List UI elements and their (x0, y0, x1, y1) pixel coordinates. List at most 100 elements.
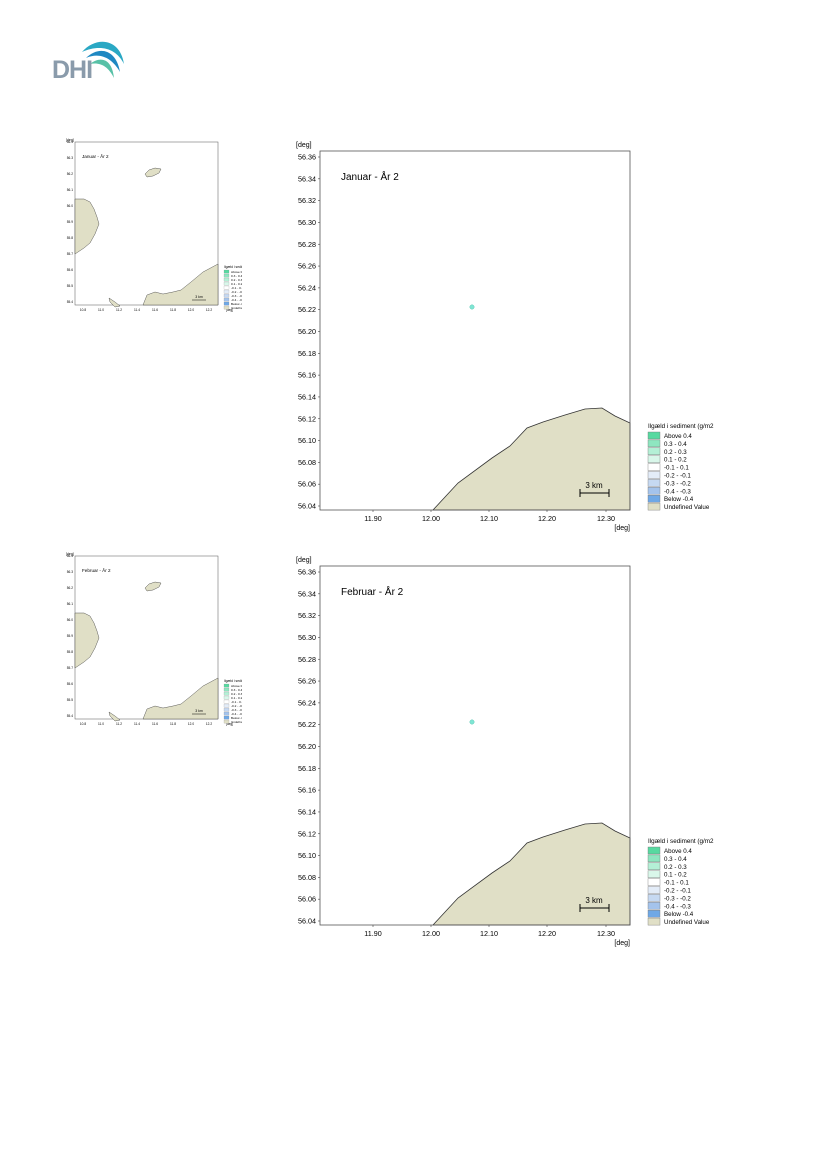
legend-title: Ilgæld i sediment (g/m2 (224, 265, 242, 269)
scale-bar-label: 3 km (195, 709, 203, 713)
y-tick-label: 55.4 (67, 714, 73, 718)
legend-swatch (647, 878, 661, 886)
legend-label: 0.3 - 0.4 (664, 856, 687, 863)
y-tick-label: 55.5 (67, 698, 73, 702)
x-tick-label: 10.8 (80, 722, 86, 726)
legend-swatch (223, 301, 230, 306)
y-tick-label: 56.2 (67, 586, 73, 590)
x-tick-label: 11.4 (134, 722, 140, 726)
legend-label: -0.2 - -0.1 (231, 290, 242, 294)
y-tick-label: 55.7 (67, 252, 73, 256)
y-tick-label: 56.04 (298, 917, 316, 926)
islet (108, 297, 121, 308)
island (144, 167, 162, 178)
y-axis-unit: [deg] (296, 142, 312, 149)
legend-label: -0.3 - -0.2 (664, 480, 691, 487)
legend-label: 0.2 - 0.3 (664, 449, 687, 456)
y-tick-label: 56.20 (298, 742, 316, 751)
land-area (142, 263, 219, 306)
thumbnail-map: [deg] Februar - År 2 56.4 56.3 56.2 56.1 56.0 5… (66, 552, 242, 726)
legend-label: 0.1 - 0.2 (231, 282, 242, 286)
x-tick-label: 11.4 (134, 308, 140, 312)
legend-label: Below -0.4 (664, 911, 694, 918)
legend-label: -0.1 - 0.1 (664, 880, 689, 887)
y-tick-label: 56.22 (298, 305, 316, 314)
main-map: [deg] 56.36 56.34 56.32 56.30 56.28 56.26 56.24… (296, 142, 714, 532)
legend-swatch (223, 683, 230, 688)
y-tick-label: 56.10 (298, 436, 316, 445)
legend-label: -0.2 - -0.1 (664, 473, 691, 480)
legend-swatch (223, 297, 230, 302)
map-title: Februar - År 2 (341, 585, 404, 598)
dhi-logo: DHI (52, 38, 128, 84)
y-tick-label: 56.26 (298, 677, 316, 686)
y-tick-label: 55.5 (67, 284, 73, 288)
legend-label: -0.1 - 0.1 (231, 700, 242, 704)
legend-swatch (647, 917, 661, 926)
scale-bar-label: 3 km (195, 295, 203, 299)
y-tick-label: 56.10 (298, 851, 316, 860)
legend-swatch (223, 273, 230, 278)
x-tick-label: 12.20 (538, 929, 556, 938)
x-tick-label: 11.6 (152, 308, 158, 312)
main-map: [deg] 56.36 56.34 56.32 56.30 56.28 56.26 56.24… (296, 557, 714, 947)
y-tick-label: 56.32 (298, 611, 316, 620)
y-tick-label: 55.8 (67, 650, 73, 654)
y-tick-label: 56.18 (298, 349, 316, 358)
x-tick-label: 12.10 (480, 929, 498, 938)
legend-swatch (647, 479, 661, 487)
legend-label: 0.2 - 0.3 (231, 692, 242, 696)
y-tick-label: 56.0 (67, 204, 73, 208)
legend-swatch (647, 431, 661, 440)
x-tick-label: 11.8 (170, 308, 176, 312)
map-title: Januar - År 2 (82, 153, 109, 159)
dhi-wave-icon (82, 41, 124, 78)
y-tick-label: 55.9 (67, 634, 73, 638)
legend-label: Undefined Value (664, 504, 710, 511)
legend-title: Ilgæld i sediment (g/m2 (648, 838, 714, 845)
thumbnail-map: [deg] Januar - År 2 56.4 56.3 56.2 56.1 56.0 55… (66, 138, 242, 312)
measurement-point (469, 719, 475, 725)
x-tick-label: 12.30 (597, 929, 615, 938)
y-tick-label: 55.9 (67, 220, 73, 224)
y-tick-label: 56.28 (298, 655, 316, 664)
legend-swatch (223, 293, 230, 298)
legend-label: Below -0.4 (231, 716, 242, 720)
legend-swatch (647, 870, 661, 878)
map-frame (319, 150, 631, 511)
legend-swatch (223, 687, 230, 692)
map-frame (319, 565, 631, 926)
x-tick-label: 11.0 (98, 308, 104, 312)
x-tick-label: 12.20 (538, 514, 556, 523)
legend-label: 0.1 - 0.2 (664, 457, 687, 464)
x-tick-label: 12.0 (188, 722, 194, 726)
legend-swatch (223, 703, 230, 708)
legend-label: -0.2 - -0.1 (664, 888, 691, 895)
legend-title: Ilgæld i sediment (g/m2 (648, 423, 714, 430)
legend-label: 0.1 - 0.2 (231, 696, 242, 700)
map-title: Januar - År 2 (341, 170, 399, 183)
legend-swatch (647, 439, 661, 448)
y-tick-label: 56.34 (298, 589, 316, 598)
legend-label: Below -0.4 (664, 496, 694, 503)
y-tick-label: 56.32 (298, 196, 316, 205)
legend-swatch (647, 447, 661, 455)
legend-swatch (223, 715, 230, 720)
y-tick-label: 56.36 (298, 568, 316, 577)
y-tick-label: 56.1 (67, 188, 73, 192)
y-tick-label: 56.3 (67, 156, 73, 160)
legend-swatch (647, 862, 661, 870)
legend-swatch (223, 289, 230, 294)
x-tick-label: 11.6 (152, 722, 158, 726)
legend-label: Above 0.4 (231, 684, 242, 688)
legend-swatch (647, 902, 661, 910)
y-tick-label: 56.4 (67, 554, 73, 558)
legend-label: 0.3 - 0.4 (231, 274, 242, 278)
y-tick-label: 56.06 (298, 480, 316, 489)
y-tick-label: 56.04 (298, 502, 316, 511)
y-tick-label: 56.14 (298, 392, 316, 401)
legend-swatch (223, 285, 230, 290)
legend-label: 0.2 - 0.3 (664, 864, 687, 871)
legend-label: 0.2 - 0.3 (231, 278, 242, 282)
legend-swatch (223, 281, 230, 286)
